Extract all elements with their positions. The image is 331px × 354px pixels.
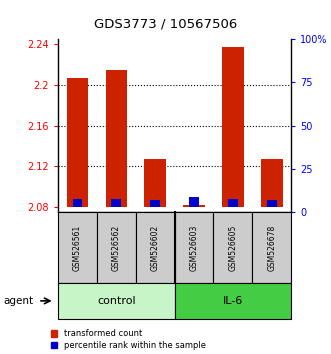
Text: GSM526562: GSM526562	[112, 225, 121, 271]
Text: GSM526678: GSM526678	[267, 225, 276, 271]
Bar	[175, 212, 213, 283]
Text: GSM526603: GSM526603	[190, 224, 199, 271]
Text: GSM526602: GSM526602	[151, 225, 160, 271]
Text: agent: agent	[3, 296, 33, 306]
Bar	[228, 199, 238, 207]
Bar	[150, 200, 160, 207]
Text: control: control	[97, 296, 136, 306]
Bar	[112, 199, 121, 207]
Bar	[72, 199, 82, 207]
Bar	[213, 212, 252, 283]
Bar	[222, 47, 244, 207]
Bar	[106, 69, 127, 207]
Text: IL-6: IL-6	[223, 296, 243, 306]
Bar	[189, 197, 199, 207]
Bar	[144, 159, 166, 207]
Bar	[58, 212, 97, 283]
Bar	[136, 212, 175, 283]
Text: GSM526605: GSM526605	[228, 224, 237, 271]
Bar	[97, 212, 136, 283]
Bar	[58, 283, 175, 319]
Bar	[175, 283, 291, 319]
Bar	[252, 212, 291, 283]
Bar	[67, 78, 88, 207]
Bar	[267, 200, 277, 207]
Text: GDS3773 / 10567506: GDS3773 / 10567506	[94, 17, 237, 30]
Bar	[183, 205, 205, 207]
Text: GSM526561: GSM526561	[73, 225, 82, 271]
Bar	[261, 159, 283, 207]
Legend: transformed count, percentile rank within the sample: transformed count, percentile rank withi…	[51, 329, 206, 350]
